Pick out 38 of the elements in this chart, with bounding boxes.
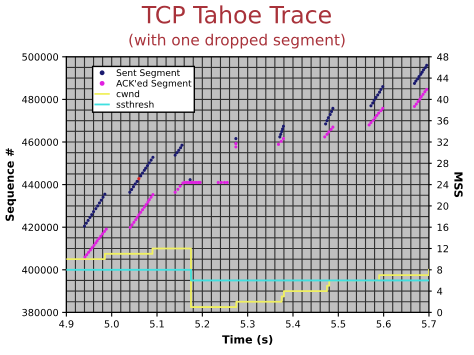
x-tick-label: 5.5 <box>331 320 346 328</box>
y-tick-label: 380000 <box>22 308 58 316</box>
x-axis-title: Time (s) <box>222 335 272 345</box>
legend-label: ACK'ed Segment <box>116 80 192 88</box>
x-tick-label: 5.7 <box>422 320 436 328</box>
y2-tick-label: 24 <box>437 181 448 188</box>
x-tick-label: 5.4 <box>286 320 300 328</box>
y2-tick-label: 28 <box>437 160 448 168</box>
x-tick-label: 5.1 <box>150 320 164 328</box>
y2-tick-label: 40 <box>437 96 448 104</box>
chart-title: TCP Tahoe Trace <box>142 5 331 24</box>
x-tick-label: 5.6 <box>376 320 391 328</box>
legend-label: Sent Segment <box>116 69 180 78</box>
x-tick-label: 5.3 <box>240 320 255 328</box>
chart-subtitle: (with one dropped segment) <box>129 34 345 49</box>
y-tick-label: 440000 <box>22 181 58 188</box>
x-tick-label: 4.9 <box>59 320 74 328</box>
y2-tick-label: 16 <box>438 224 448 232</box>
x-tick-label: 5.2 <box>195 320 210 328</box>
y2-tick-label: 36 <box>437 117 448 125</box>
y2-axis-title: MSS <box>454 172 463 198</box>
legend-label: cwnd <box>116 90 140 98</box>
y2-tick-label: 32 <box>437 138 448 146</box>
y2-tick-label: 20 <box>437 202 448 210</box>
y-axis-title: Sequence # <box>5 148 16 221</box>
y-tick-label: 500000 <box>22 53 58 61</box>
legend-label: ssthresh <box>116 100 154 108</box>
y2-tick-label: 48 <box>437 53 448 61</box>
y2-tick-label: 4 <box>437 288 442 295</box>
y-tick-label: 420000 <box>22 224 58 232</box>
y2-tick-label: 12 <box>438 244 448 252</box>
y2-tick-label: 0 <box>437 308 442 316</box>
y-tick-label: 400000 <box>22 266 58 274</box>
y-tick-label: 460000 <box>22 138 58 146</box>
y-tick-label: 480000 <box>22 96 58 104</box>
y2-tick-label: 8 <box>437 266 442 274</box>
y2-tick-label: 44 <box>437 74 448 82</box>
x-tick-label: 5.0 <box>104 320 119 328</box>
